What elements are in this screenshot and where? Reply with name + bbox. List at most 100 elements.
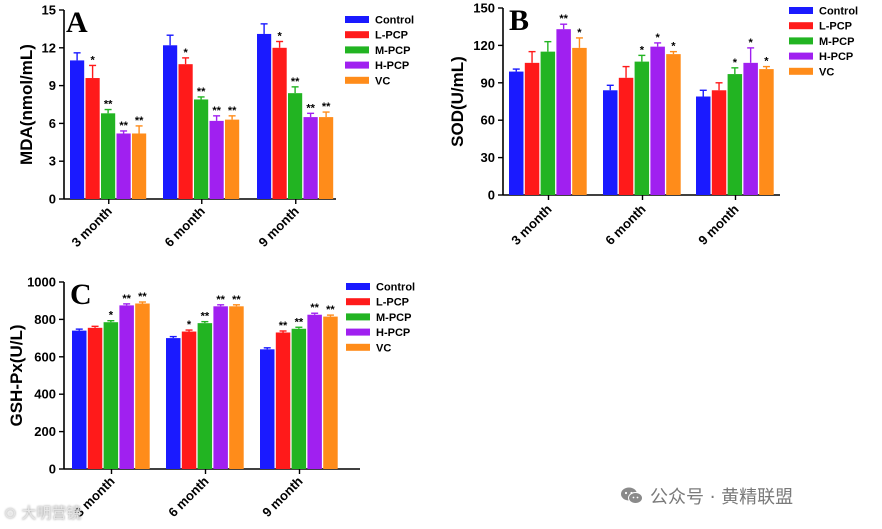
bar	[509, 71, 524, 195]
legend-label: Control	[376, 282, 415, 294]
y-tick-label: 1000	[27, 275, 56, 290]
y-tick-label: 800	[34, 312, 56, 327]
significance-label: **	[232, 294, 241, 306]
bar	[119, 305, 134, 469]
x-tick-label: 6 month	[602, 201, 648, 247]
bar	[181, 331, 197, 469]
significance-label: *	[109, 310, 114, 322]
significance-label: **	[122, 293, 131, 305]
legend-swatch	[789, 22, 813, 30]
bar	[634, 61, 650, 196]
bar	[319, 117, 334, 199]
legend-label: H-PCP	[819, 51, 853, 63]
panel-letter: B	[509, 4, 529, 37]
x-tick-label: 9 month	[695, 201, 741, 247]
significance-label: **	[559, 13, 568, 25]
bar	[132, 133, 147, 199]
bar	[229, 306, 244, 469]
legend-swatch	[789, 37, 813, 45]
bar	[323, 316, 338, 469]
x-tick-label: 6 month	[165, 473, 211, 519]
legend-label: L-PCP	[375, 30, 408, 42]
legend-swatch	[789, 52, 813, 60]
y-tick-label: 3	[49, 154, 56, 169]
legend-label: Control	[819, 6, 858, 18]
bar	[759, 69, 774, 195]
y-tick-label: 6	[49, 116, 56, 131]
legend-label: Control	[375, 15, 414, 27]
significance-label: **	[306, 102, 315, 114]
bar	[524, 62, 540, 195]
legend-label: L-PCP	[376, 297, 409, 309]
significance-label: *	[749, 37, 754, 49]
legend-label: H-PCP	[376, 327, 410, 339]
bar	[288, 93, 303, 199]
y-tick-label: 15	[42, 3, 56, 18]
y-tick-label: 30	[481, 150, 495, 165]
significance-label: *	[640, 44, 645, 56]
y-tick-label: 12	[42, 40, 56, 55]
legend-label: M-PCP	[376, 312, 411, 324]
significance-label: **	[279, 320, 288, 332]
y-tick-label: 400	[34, 387, 56, 402]
bar	[666, 54, 681, 196]
bar	[166, 338, 181, 469]
significance-label: **	[322, 101, 331, 113]
significance-label: **	[104, 99, 113, 111]
y-tick-label: 0	[488, 188, 495, 203]
x-tick-label: 9 month	[259, 473, 305, 519]
significance-label: **	[119, 120, 128, 132]
y-tick-label: 9	[49, 78, 56, 93]
significance-label: *	[187, 319, 192, 331]
bar	[257, 33, 272, 199]
bar	[225, 119, 240, 199]
bar	[103, 322, 119, 469]
significance-label: *	[183, 47, 188, 59]
bar	[275, 332, 291, 469]
legend-swatch	[346, 328, 370, 336]
y-tick-label: 120	[473, 38, 495, 53]
legend-swatch	[345, 46, 369, 54]
y-axis-label: SOD(U/mL)	[448, 56, 467, 147]
bar	[603, 90, 618, 195]
y-tick-label: 90	[481, 75, 495, 90]
significance-label: *	[671, 41, 676, 53]
legend-swatch	[789, 7, 813, 14]
legend-label: VC	[375, 75, 390, 87]
bar	[743, 62, 758, 195]
legend-swatch	[345, 76, 369, 84]
y-tick-label: 600	[34, 349, 56, 364]
bar	[540, 51, 556, 196]
legend-label: M-PCP	[819, 36, 854, 48]
bar	[696, 96, 711, 195]
bar	[70, 60, 85, 200]
x-tick-label: 3 month	[69, 203, 115, 249]
watermark-left-text: 大明营镜	[21, 504, 82, 522]
legend-swatch	[346, 298, 370, 306]
significance-label: **	[197, 86, 206, 98]
significance-label: *	[764, 56, 769, 68]
y-tick-label: 60	[481, 113, 495, 128]
panel-letter: C	[70, 278, 92, 311]
bar	[116, 133, 131, 199]
bar	[303, 117, 318, 199]
y-tick-label: 0	[49, 192, 56, 207]
bar	[209, 120, 224, 199]
watermark-left: ⊙ 大明营镜	[4, 502, 81, 523]
bar	[618, 77, 634, 195]
significance-label: **	[326, 304, 335, 316]
significance-label: *	[90, 54, 95, 66]
legend-swatch	[346, 313, 370, 321]
significance-label: **	[212, 105, 221, 117]
legend-label: VC	[376, 342, 391, 354]
bar	[572, 47, 587, 195]
bar	[197, 323, 213, 469]
legend-swatch	[346, 343, 370, 351]
y-tick-label: 200	[34, 424, 56, 439]
legend-label: M-PCP	[375, 45, 410, 57]
legend-swatch	[345, 16, 369, 23]
y-axis-label: GSH-Px(U/L)	[7, 325, 26, 427]
bar	[135, 303, 150, 469]
significance-label: **	[135, 115, 144, 127]
bar	[260, 349, 275, 469]
